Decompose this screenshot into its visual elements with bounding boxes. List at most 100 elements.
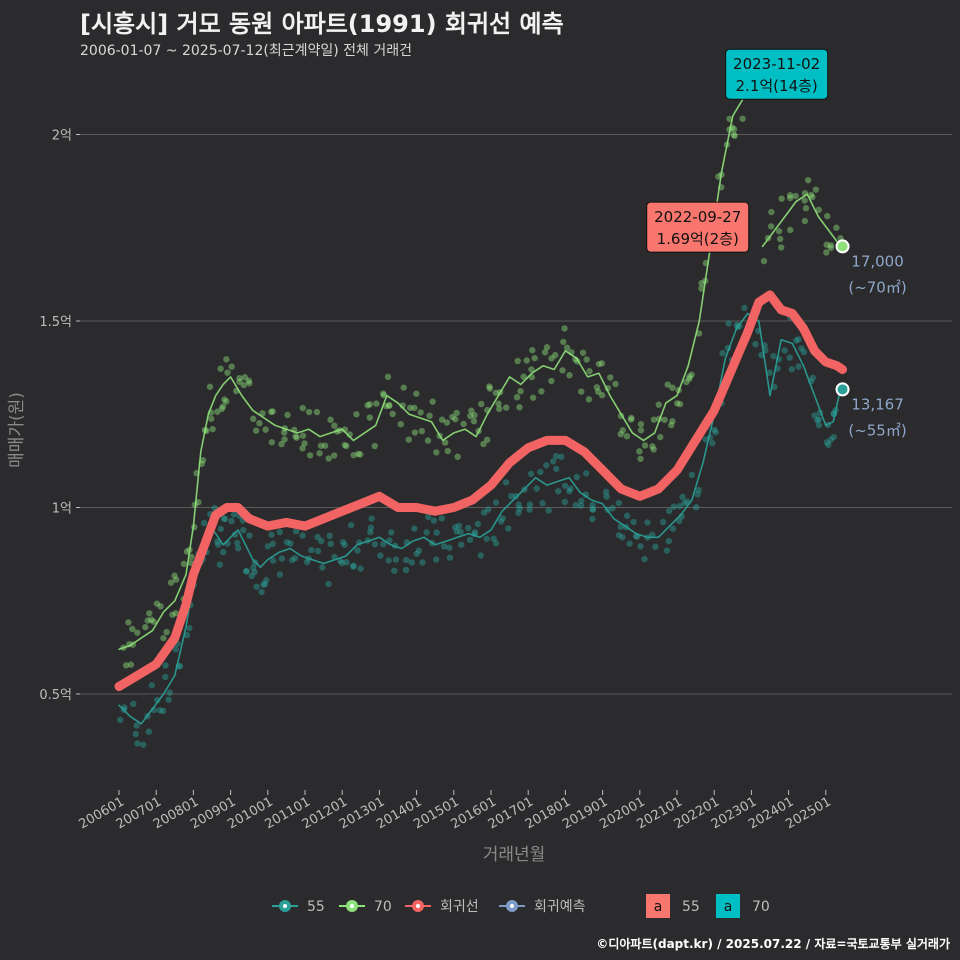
end-label-text: 13,167: [851, 395, 904, 413]
scatter-point: [293, 434, 300, 441]
scatter-point: [306, 452, 314, 459]
scatter-point: [577, 502, 585, 509]
scatter-point: [593, 384, 601, 391]
scatter-point: [291, 555, 299, 562]
scatter-point: [371, 442, 378, 450]
scatter-point: [403, 556, 410, 564]
scatter-point: [585, 396, 593, 403]
scatter-point: [219, 403, 227, 410]
scatter-point: [281, 436, 288, 443]
scatter-point: [380, 390, 387, 397]
scatter-point: [287, 540, 294, 547]
scatter-point: [686, 375, 693, 382]
scatter-point: [325, 580, 332, 588]
legend-label: 55: [682, 899, 700, 915]
scatter-point: [688, 471, 696, 479]
scatter-point: [814, 417, 821, 424]
scatter-point: [492, 389, 500, 397]
scatter-point: [162, 673, 169, 681]
scatter-point: [397, 420, 404, 428]
scatter-point: [827, 436, 835, 443]
scatter-point: [663, 547, 671, 554]
scatter-point: [578, 497, 585, 505]
scatter-point: [133, 722, 140, 729]
scatter-point: [176, 663, 184, 670]
scatter-point: [183, 631, 191, 639]
scatter-point: [245, 377, 253, 384]
scatter-point: [474, 520, 482, 528]
scatter-point: [145, 728, 153, 735]
scatter-point: [234, 539, 241, 547]
scatter-point: [408, 559, 415, 566]
scatter-point: [299, 445, 306, 452]
scatter-point: [134, 740, 141, 747]
scatter-point: [552, 351, 559, 359]
legend-marker-dot: [350, 904, 354, 908]
scatter-point: [117, 716, 124, 724]
scatter-point: [495, 400, 502, 407]
scatter-point: [644, 519, 651, 526]
scatter-point: [236, 374, 243, 382]
scatter-point: [250, 564, 257, 571]
scatter-point: [240, 381, 248, 389]
scatter-point: [385, 557, 392, 564]
scatter-point: [261, 580, 269, 588]
scatter-point: [299, 532, 306, 539]
scatter-point: [299, 432, 307, 439]
scatter-point: [321, 442, 329, 449]
scatter-point: [807, 191, 815, 199]
scatter-point: [674, 400, 681, 407]
scatter-point: [795, 363, 802, 370]
scatter-point: [140, 741, 147, 748]
scatter-point: [636, 448, 643, 455]
scatter-point: [417, 409, 424, 416]
scatter-point: [278, 440, 285, 448]
scatter-point: [132, 730, 139, 738]
scatter-point: [478, 400, 485, 408]
scatter-point: [719, 350, 726, 357]
legend-marker-dot: [510, 904, 514, 908]
scatter-point: [341, 441, 349, 449]
scatter-point: [314, 547, 322, 555]
scatter-point: [582, 491, 590, 498]
scatter-point: [314, 533, 321, 541]
scatter-point: [804, 177, 812, 184]
scatter-point: [515, 509, 522, 516]
scatter-point: [586, 368, 593, 375]
scatter-point: [486, 385, 494, 392]
scatter-point: [278, 555, 286, 562]
scatter-point: [589, 515, 596, 523]
scatter-point: [357, 451, 364, 458]
scatter-point: [823, 241, 830, 248]
scatter-point: [368, 515, 375, 522]
scatter-point: [637, 543, 644, 550]
scatter-point: [561, 482, 569, 489]
scatter-point: [825, 441, 832, 449]
scatter-point: [623, 432, 631, 440]
scatter-point: [125, 619, 132, 626]
annotation-text: 2022-09-27: [654, 208, 741, 226]
scatter-point: [711, 426, 718, 434]
scatter-point: [617, 430, 624, 438]
scatter-point: [214, 538, 221, 545]
legend-label-swatch: [716, 894, 740, 918]
scatter-point: [480, 440, 487, 448]
scatter-point: [127, 661, 135, 668]
scatter-point: [695, 486, 703, 494]
scatter-point: [220, 548, 227, 556]
scatter-point: [353, 411, 360, 418]
scatter-point: [249, 415, 257, 423]
scatter-point: [224, 369, 231, 376]
scatter-point: [220, 515, 228, 522]
scatter-point: [602, 488, 610, 496]
scatter-point: [341, 541, 348, 549]
scatter-point: [276, 571, 284, 578]
scatter-point: [513, 393, 521, 401]
scatter-point: [148, 682, 156, 689]
scatter-point: [792, 337, 800, 344]
scatter-point: [823, 249, 830, 256]
scatter-point: [451, 524, 459, 531]
scatter-point: [560, 338, 567, 346]
scatter-point: [527, 470, 535, 478]
scatter-point: [520, 373, 527, 380]
